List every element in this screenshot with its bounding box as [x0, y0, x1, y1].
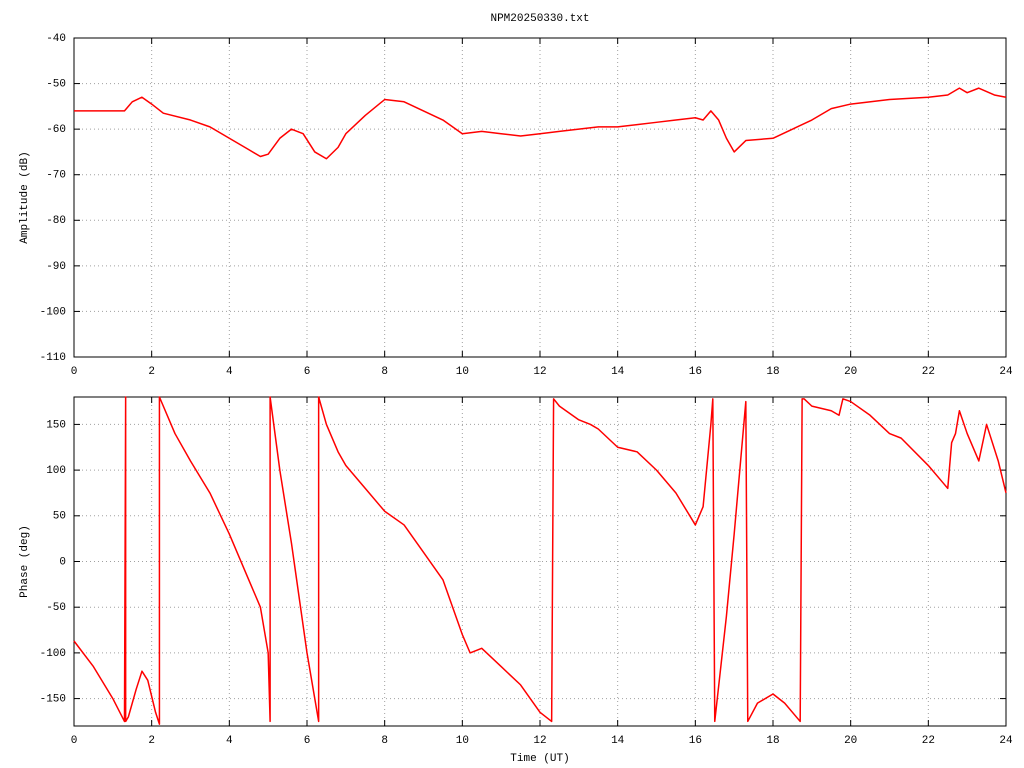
x-tick-label: 16	[689, 735, 702, 747]
y-axis-label: Amplitude (dB)	[19, 151, 31, 243]
x-tick-label: 8	[381, 366, 388, 378]
plot-frame	[73, 37, 1007, 358]
x-tick-label: 6	[304, 366, 311, 378]
y-tick-label: -40	[46, 33, 66, 45]
y-tick-label: 50	[53, 511, 66, 523]
x-tick-label: 8	[381, 735, 388, 747]
y-tick-label: -150	[40, 693, 66, 705]
x-tick-label: 10	[456, 735, 469, 747]
data-line	[74, 87, 1007, 160]
x-tick-label: 18	[766, 735, 779, 747]
y-tick-label: -50	[46, 602, 66, 614]
x-tick-label: 12	[533, 366, 546, 378]
y-tick-label: 100	[46, 465, 66, 477]
x-tick-label: 4	[226, 735, 233, 747]
x-tick-label: 14	[611, 735, 625, 747]
plot-frame	[73, 396, 1007, 727]
y-axis-label: Phase (deg)	[19, 525, 31, 598]
x-tick-label: 2	[148, 366, 155, 378]
x-tick-label: 20	[844, 735, 857, 747]
x-tick-label: 22	[922, 735, 935, 747]
y-tick-label: -100	[40, 306, 66, 318]
x-tick-label: 20	[844, 366, 857, 378]
y-tick-label: -110	[40, 352, 66, 364]
y-tick-label: 0	[59, 556, 66, 568]
data-line	[73, 396, 1007, 725]
x-tick-label: 24	[999, 735, 1013, 747]
y-tick-label: -90	[46, 261, 66, 273]
y-tick-label: -50	[46, 78, 66, 90]
chart-title: NPM20250330.txt	[490, 13, 589, 25]
y-tick-label: -60	[46, 124, 66, 136]
x-tick-label: 22	[922, 366, 935, 378]
x-tick-label: 12	[533, 735, 546, 747]
x-axis-label: Time (UT)	[510, 753, 569, 765]
x-tick-label: 2	[148, 735, 155, 747]
x-tick-label: 18	[766, 366, 779, 378]
x-tick-label: 16	[689, 366, 702, 378]
x-tick-label: 0	[71, 735, 78, 747]
y-tick-label: 150	[46, 419, 66, 431]
x-tick-label: 14	[611, 366, 625, 378]
x-tick-label: 10	[456, 366, 469, 378]
x-tick-label: 24	[999, 366, 1013, 378]
y-tick-label: -80	[46, 215, 66, 227]
y-tick-label: -70	[46, 170, 66, 182]
x-tick-label: 0	[71, 366, 78, 378]
y-tick-label: -100	[40, 648, 66, 660]
x-tick-label: 6	[304, 735, 311, 747]
x-tick-label: 4	[226, 366, 233, 378]
